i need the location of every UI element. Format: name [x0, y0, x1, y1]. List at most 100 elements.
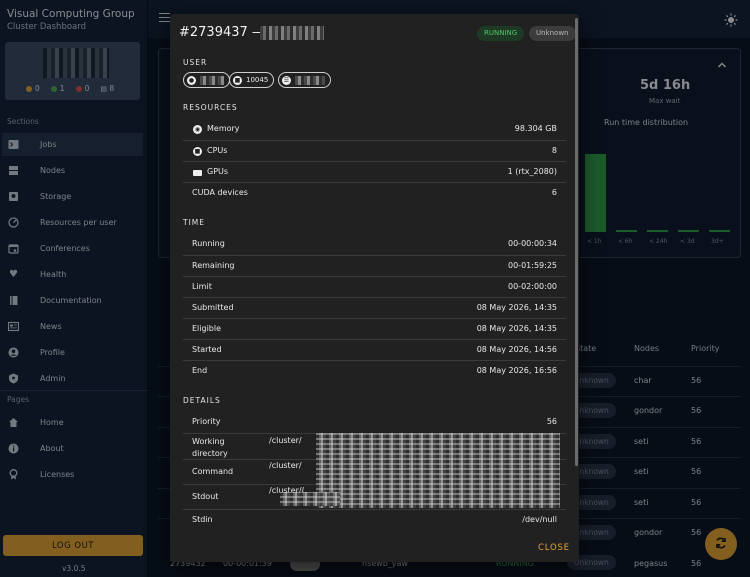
nav-health[interactable]: ♥ Health [2, 263, 143, 286]
runtime-chart-title: Run time distribution [604, 118, 689, 127]
state-pill: Unknown [567, 525, 616, 540]
nav-label: News [40, 322, 62, 331]
chart-tick-label: < 1h [587, 238, 602, 245]
node-cell: seti [634, 467, 649, 476]
id-card-icon: ■ [233, 75, 242, 85]
state-pill: Unknown [567, 403, 616, 418]
menu-icon[interactable] [159, 13, 170, 23]
calendar-icon [8, 243, 19, 254]
nav-label: Admin [40, 374, 66, 383]
time-row-running: Running 00-00:00:34 [192, 239, 557, 248]
gauge-icon [8, 217, 19, 228]
cpu-icon: ■ [193, 147, 202, 156]
nav-conferences[interactable]: Conferences [2, 237, 143, 260]
nav-label: Licenses [40, 470, 75, 479]
cluster-status-card[interactable]: 0 1 0 ▤ 8 [5, 42, 140, 100]
nav-label: Health [40, 270, 67, 279]
chevron-up-icon[interactable] [717, 55, 727, 68]
nav-resources-per-user[interactable]: Resources per user [2, 211, 143, 234]
state-pill: Unknown [567, 464, 616, 479]
chart-bar-0 [585, 154, 606, 232]
chart-bar-4 [709, 230, 730, 232]
job-title: #2739437 — [179, 25, 265, 40]
time-row-remaining: Remaining 00-01:59:25 [183, 255, 566, 276]
heart-pulse-icon: ♥ [9, 269, 18, 280]
priority-cell: 56 [691, 559, 702, 568]
chart-tick-label: 3d+ [711, 238, 724, 245]
max-wait-label: Max wait [649, 97, 681, 105]
close-button[interactable]: CLOSE [538, 543, 570, 553]
resource-memory: ◉ Memory 98.304 GB [193, 124, 557, 134]
nav-licenses[interactable]: Licenses [2, 463, 143, 486]
node-cell: seti [634, 437, 649, 446]
nav-nodes[interactable]: Nodes [2, 159, 143, 182]
home-icon [8, 417, 19, 428]
stat-running: 1 [50, 84, 65, 93]
hard-drive-icon [8, 191, 19, 202]
time-list: Running 00-00:00:34 Remaining 00-01:59:25 Li… [170, 234, 579, 381]
pages-label: Pages [7, 395, 30, 404]
redacted-username [200, 75, 224, 85]
resource-cpus: ■ CPUs 8 [183, 140, 566, 161]
app-title: Visual Computing Group [7, 8, 135, 20]
user-id-chip[interactable]: ■ 10045 [229, 72, 275, 88]
nav-about[interactable]: About [2, 437, 143, 460]
nav-label: Home [40, 418, 64, 427]
last-row-status: RUNNING [496, 559, 534, 568]
sections-label: Sections [7, 117, 39, 126]
chart-bar-3 [678, 230, 699, 232]
theme-toggle-icon[interactable] [724, 12, 738, 27]
app-subtitle: Cluster Dashboard [7, 22, 86, 32]
nav-label: Conferences [40, 244, 90, 253]
group-icon: ☰ [282, 75, 291, 85]
license-icon [8, 469, 19, 480]
stat-pending: 0 [26, 84, 40, 93]
nav-jobs[interactable]: Jobs [2, 133, 143, 156]
redacted-cluster-avatar [43, 48, 109, 78]
chart-bar-1 [616, 229, 637, 232]
nav-storage[interactable]: Storage [2, 185, 143, 208]
cluster-stats: 0 1 0 ▤ 8 [26, 84, 114, 93]
max-wait-value: 5d 16h [640, 78, 691, 93]
user-group-chip[interactable]: ☰ [278, 72, 331, 88]
refresh-fab[interactable] [705, 528, 737, 560]
dialog-scrollbar[interactable] [575, 18, 578, 466]
chart-bar-2 [647, 230, 668, 232]
nav-label: About [40, 444, 64, 453]
col-state-header: State [575, 344, 597, 353]
section-resources: RESOURCES [183, 103, 238, 112]
priority-cell: 56 [691, 406, 702, 415]
state-pill: Unknown [567, 555, 616, 570]
section-time: TIME [183, 218, 206, 227]
priority-cell: 56 [691, 376, 702, 385]
section-details: DETAILS [183, 396, 221, 405]
node-cell: gondor [634, 406, 663, 415]
stat-nodes: ▤ 8 [100, 84, 115, 93]
col-priority-header: Priority [691, 344, 720, 353]
memory-icon: ◉ [193, 125, 202, 134]
resources-list: ◉ Memory 98.304 GB ■ CPUs 8 GPUs 1 (rtx_208… [170, 119, 579, 203]
priority-cell: 56 [691, 467, 702, 476]
nav-label: Nodes [40, 166, 66, 175]
nav-label: Profile [40, 348, 65, 357]
nav-home[interactable]: Home [2, 411, 143, 434]
priority-cell: 56 [691, 498, 702, 507]
last-row-id: 2739432 [170, 559, 206, 568]
chart-tick-label: < 3d [680, 238, 695, 245]
nav-label: Storage [40, 192, 72, 201]
shield-icon [8, 373, 19, 384]
nav-news[interactable]: News [2, 315, 143, 338]
user-account-chip[interactable]: ● [183, 72, 230, 88]
nav-admin[interactable]: Admin [2, 367, 143, 390]
stat-failed: 0 [75, 84, 89, 93]
node-cell: pegasus [634, 559, 668, 568]
resource-cuda-devices: CUDA devices 6 [183, 182, 566, 203]
server-icon: ▤ [100, 85, 107, 93]
account-icon: ● [187, 75, 196, 85]
nav-profile[interactable]: Profile [2, 341, 143, 364]
logout-button[interactable]: LOG OUT [3, 535, 143, 556]
nav-documentation[interactable]: Documentation [2, 289, 143, 312]
priority-cell: 56 [691, 437, 702, 446]
sidebar-divider [0, 390, 148, 391]
status-chip-running: RUNNING [477, 26, 525, 41]
